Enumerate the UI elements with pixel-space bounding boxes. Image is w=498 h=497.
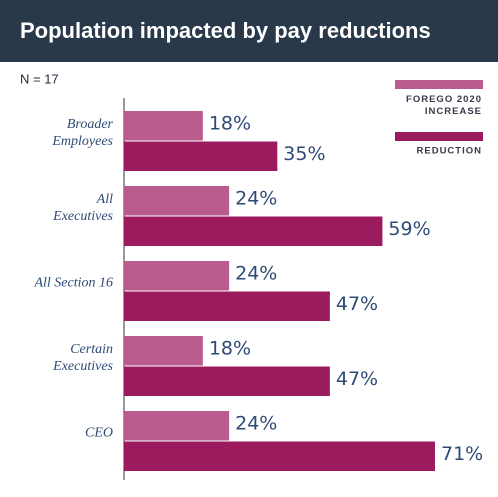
- legend-label: REDUCTION: [417, 146, 482, 157]
- value-label: 71%: [441, 443, 483, 465]
- category-label: All Section 16: [33, 276, 113, 291]
- subtitle: N = 17: [20, 71, 59, 86]
- category-label: CEO: [85, 426, 113, 441]
- bar: [124, 261, 230, 291]
- chart-title: Population impacted by pay reductions: [20, 18, 431, 43]
- category-label: Broader Employees: [51, 117, 113, 149]
- value-label: 24%: [235, 262, 277, 284]
- category-label: Certain Executives: [52, 342, 113, 374]
- legend-label: FOREGO 2020 INCREASE: [406, 94, 482, 117]
- bar: [124, 141, 278, 171]
- value-label: 18%: [209, 112, 251, 134]
- legend-swatch: [395, 80, 483, 89]
- bar: [124, 336, 203, 366]
- bar: [124, 441, 435, 471]
- category-label: All Executives: [52, 192, 113, 224]
- value-label: 24%: [235, 187, 277, 209]
- bar: [124, 291, 330, 321]
- value-label: 59%: [388, 218, 430, 240]
- bar: [124, 216, 383, 246]
- legend-swatch: [395, 132, 483, 141]
- bar: [124, 111, 203, 141]
- title-bar: [0, 0, 498, 62]
- value-label: 35%: [283, 143, 325, 165]
- value-label: 24%: [235, 412, 277, 434]
- value-label: 47%: [336, 368, 378, 390]
- value-label: 18%: [209, 337, 251, 359]
- bar: [124, 186, 230, 216]
- bar: [124, 366, 330, 396]
- bar: [124, 411, 230, 441]
- value-label: 47%: [336, 293, 378, 315]
